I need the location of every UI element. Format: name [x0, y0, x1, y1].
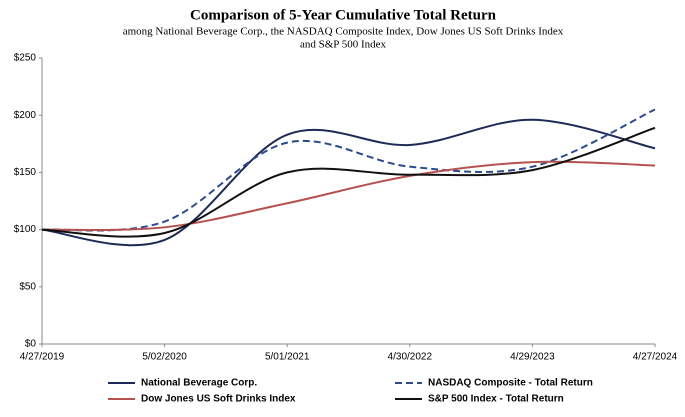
y-tick-label: $200: [14, 110, 37, 121]
x-tick-label: 5/01/2021: [265, 352, 310, 363]
chart-subtitle: and S&P 500 Index: [300, 39, 387, 51]
y-tick-label: $0: [25, 339, 37, 350]
series-line: [41, 160, 656, 231]
y-tick-label: $100: [14, 224, 37, 235]
legend-label: National Beverage Corp.: [141, 378, 257, 389]
legend-label: NASDAQ Composite - Total Return: [428, 378, 593, 389]
chart-title: Comparison of 5-Year Cumulative Total Re…: [190, 7, 497, 23]
x-tick-label: 5/02/2020: [142, 352, 187, 363]
series-line: [41, 118, 656, 247]
y-tick-label: $250: [14, 53, 37, 64]
legend-label: Dow Jones US Soft Drinks Index: [141, 394, 296, 405]
y-tick-label: $150: [14, 167, 37, 178]
chart-subtitle: among National Beverage Corp., the NASDA…: [123, 26, 564, 38]
series-line: [41, 126, 656, 238]
x-tick-label: 4/29/2023: [510, 352, 555, 363]
x-tick-label: 4/27/2024: [633, 352, 678, 363]
y-tick-label: $50: [19, 281, 36, 292]
legend-label: S&P 500 Index - Total Return: [428, 394, 564, 405]
x-tick-label: 4/27/2019: [20, 352, 65, 363]
series-line: [41, 108, 656, 232]
x-tick-label: 4/30/2022: [388, 352, 433, 363]
